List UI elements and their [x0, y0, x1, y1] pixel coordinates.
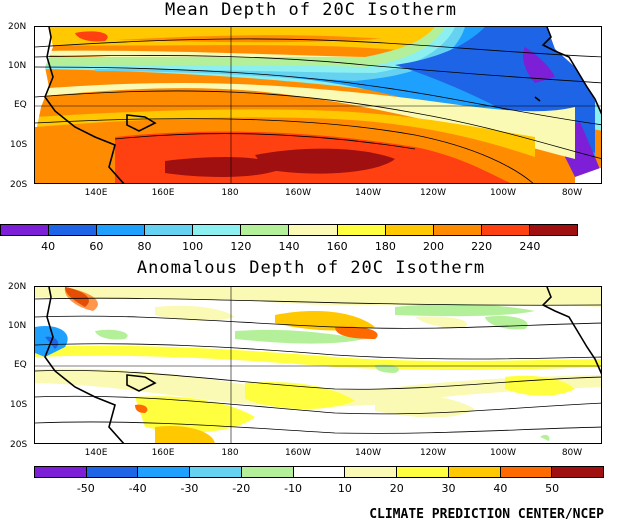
lat-label-20n: 20N: [8, 22, 27, 32]
colorbar-swatch: [190, 467, 242, 477]
colorbar-swatch: [138, 467, 191, 477]
lon-label-160e-b: 160E: [151, 448, 175, 458]
lon-label-100w: 100W: [489, 188, 517, 198]
colorbar-swatch: [337, 225, 386, 235]
colorbar-swatch: [35, 467, 87, 477]
lon-label-160w-b: 160W: [284, 448, 312, 458]
colorbar-tick-label: 160: [326, 240, 348, 253]
colorbar-tick-label: 140: [278, 240, 300, 253]
colorbar-swatch: [481, 225, 530, 235]
lat-label-eq: EQ: [14, 100, 27, 110]
colorbar-swatch: [433, 225, 482, 235]
colorbar-tick-label: 50: [545, 482, 560, 495]
colorbar-swatch: [293, 467, 346, 477]
colorbar-tick-label: 10: [337, 482, 352, 495]
colorbar-swatch: [345, 467, 398, 477]
colorbar-swatch: [241, 225, 290, 235]
colorbar-tick-label: 100: [182, 240, 204, 253]
colorbar-tick-label: 80: [137, 240, 152, 253]
mean-map-title: Mean Depth of 20C Isotherm: [164, 0, 458, 20]
mean-depth-map: [34, 26, 602, 184]
lat-label-20s: 20S: [10, 180, 28, 190]
colorbar-tick-label: 120: [230, 240, 252, 253]
anomaly-colorbar: [34, 466, 604, 478]
lon-label-100w-b: 100W: [489, 448, 517, 458]
lon-label-140e: 140E: [84, 188, 108, 198]
colorbar-swatch: [241, 467, 294, 477]
colorbar-tick-label: 30: [441, 482, 456, 495]
colorbar-tick-label: 40: [493, 482, 508, 495]
colorbar-swatch: [97, 225, 146, 235]
colorbar-swatch: [289, 225, 338, 235]
colorbar-swatch: [86, 467, 139, 477]
anomaly-map-title: Anomalous Depth of 20C Isotherm: [136, 258, 486, 278]
lon-label-180: 180: [221, 188, 239, 198]
colorbar-swatch: [193, 225, 242, 235]
colorbar-tick-label: -20: [232, 482, 251, 495]
colorbar-tick-label: 180: [374, 240, 396, 253]
lon-label-140w: 140W: [354, 188, 382, 198]
lon-label-180-b: 180: [221, 448, 239, 458]
lon-label-80w-b: 80W: [561, 448, 583, 458]
colorbar-tick-label: 20: [389, 482, 404, 495]
colorbar-swatch: [552, 467, 604, 477]
lon-label-140w-b: 140W: [354, 448, 382, 458]
lat-label-20s-b: 20S: [10, 440, 28, 450]
credit-text: CLIMATE PREDICTION CENTER/NCEP: [369, 507, 604, 522]
colorbar-swatch: [145, 225, 194, 235]
colorbar-swatch: [500, 467, 553, 477]
lat-label-10n: 10N: [8, 61, 27, 71]
lat-label-20n-b: 20N: [8, 282, 27, 292]
lon-label-160e: 160E: [151, 188, 175, 198]
colorbar-tick-label: -50: [76, 482, 95, 495]
mean-colorbar: [0, 224, 578, 236]
colorbar-swatch: [1, 225, 50, 235]
colorbar-swatch: [529, 225, 577, 235]
colorbar-tick-label: -30: [180, 482, 199, 495]
colorbar-tick-label: 220: [471, 240, 493, 253]
lat-label-10n-b: 10N: [8, 321, 27, 331]
lon-label-160w: 160W: [284, 188, 312, 198]
anomaly-depth-map: [34, 286, 602, 444]
lat-label-10s-b: 10S: [10, 400, 28, 410]
lon-label-120w-b: 120W: [419, 448, 447, 458]
colorbar-tick-label: 200: [423, 240, 444, 253]
colorbar-swatch: [397, 467, 449, 477]
lon-label-140e-b: 140E: [84, 448, 108, 458]
colorbar-swatch: [49, 225, 98, 235]
colorbar-tick-label: -40: [128, 482, 147, 495]
colorbar-tick-label: 40: [41, 240, 56, 253]
lon-label-120w: 120W: [419, 188, 447, 198]
colorbar-tick-label: 240: [519, 240, 541, 253]
colorbar-tick-label: 60: [89, 240, 104, 253]
lat-label-eq-b: EQ: [14, 360, 27, 370]
colorbar-swatch: [385, 225, 434, 235]
colorbar-swatch: [448, 467, 501, 477]
colorbar-tick-label: -10: [284, 482, 303, 495]
lon-label-80w: 80W: [561, 188, 583, 198]
lat-label-10s: 10S: [10, 140, 28, 150]
